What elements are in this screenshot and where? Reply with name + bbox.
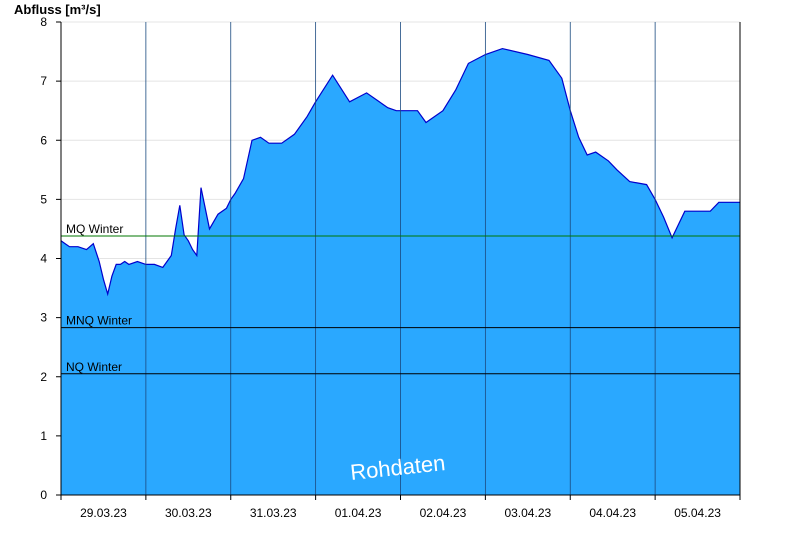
x-tick-label: 05.04.23 bbox=[674, 506, 721, 520]
discharge-line bbox=[60, 47, 740, 297]
y-tick-label: 0 bbox=[40, 488, 47, 502]
y-tick-label: 4 bbox=[40, 252, 47, 266]
reference-label: MNQ Winter bbox=[66, 314, 132, 328]
y-tick-label: 3 bbox=[40, 311, 47, 325]
x-tick-label: 02.04.23 bbox=[420, 506, 467, 520]
reference-label: MQ Winter bbox=[66, 222, 123, 236]
y-ticks: 0 1 2 3 4 5 6 7 8 bbox=[40, 15, 61, 502]
reference-lines: MQ Winter MNQ Winter NQ Winter bbox=[61, 222, 740, 375]
x-ticks: 29.03.23 30.03.23 31.03.23 01.04.23 02.04.23… bbox=[60, 495, 741, 520]
x-tick-label: 31.03.23 bbox=[250, 506, 297, 520]
x-tick-label: 01.04.23 bbox=[335, 506, 382, 520]
y-tick-label: 8 bbox=[40, 15, 47, 29]
x-tick-label: 30.03.23 bbox=[165, 506, 212, 520]
y-tick-label: 2 bbox=[40, 370, 47, 384]
x-tick-label: 04.04.23 bbox=[589, 506, 636, 520]
y-tick-label: 6 bbox=[40, 133, 47, 147]
x-tick-label: 29.03.23 bbox=[80, 506, 127, 520]
reference-label: NQ Winter bbox=[66, 360, 122, 374]
day-gridlines bbox=[145, 22, 656, 495]
y-tick-label: 7 bbox=[40, 74, 47, 88]
y-tick-label: 1 bbox=[40, 429, 47, 443]
x-tick-label: 03.04.23 bbox=[504, 506, 551, 520]
y-tick-label: 5 bbox=[40, 192, 47, 206]
y-axis-label: Abfluss [m³/s] bbox=[14, 2, 101, 17]
